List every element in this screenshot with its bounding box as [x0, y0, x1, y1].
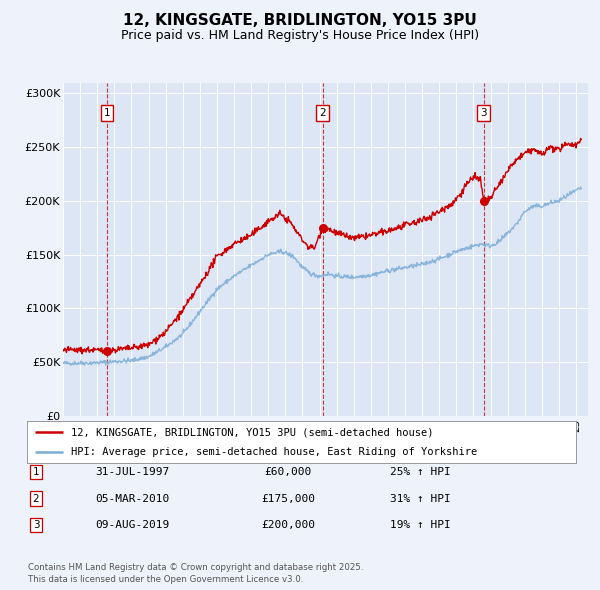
Text: 25% ↑ HPI: 25% ↑ HPI	[389, 467, 451, 477]
Text: 09-AUG-2019: 09-AUG-2019	[95, 520, 169, 530]
Text: 05-MAR-2010: 05-MAR-2010	[95, 494, 169, 503]
Text: 31% ↑ HPI: 31% ↑ HPI	[389, 494, 451, 503]
Text: £200,000: £200,000	[261, 520, 315, 530]
Text: £175,000: £175,000	[261, 494, 315, 503]
Text: 3: 3	[32, 520, 40, 530]
Text: HPI: Average price, semi-detached house, East Riding of Yorkshire: HPI: Average price, semi-detached house,…	[71, 447, 477, 457]
Text: 12, KINGSGATE, BRIDLINGTON, YO15 3PU (semi-detached house): 12, KINGSGATE, BRIDLINGTON, YO15 3PU (se…	[71, 427, 433, 437]
Text: £60,000: £60,000	[265, 467, 311, 477]
Text: 3: 3	[481, 108, 487, 118]
Text: This data is licensed under the Open Government Licence v3.0.: This data is licensed under the Open Gov…	[28, 575, 304, 584]
Text: Price paid vs. HM Land Registry's House Price Index (HPI): Price paid vs. HM Land Registry's House …	[121, 30, 479, 42]
Text: Contains HM Land Registry data © Crown copyright and database right 2025.: Contains HM Land Registry data © Crown c…	[28, 563, 364, 572]
Text: 19% ↑ HPI: 19% ↑ HPI	[389, 520, 451, 530]
Text: 2: 2	[319, 108, 326, 118]
Text: 12, KINGSGATE, BRIDLINGTON, YO15 3PU: 12, KINGSGATE, BRIDLINGTON, YO15 3PU	[123, 13, 477, 28]
Text: 1: 1	[104, 108, 110, 118]
Text: 1: 1	[32, 467, 40, 477]
Text: 31-JUL-1997: 31-JUL-1997	[95, 467, 169, 477]
Text: 2: 2	[32, 494, 40, 503]
